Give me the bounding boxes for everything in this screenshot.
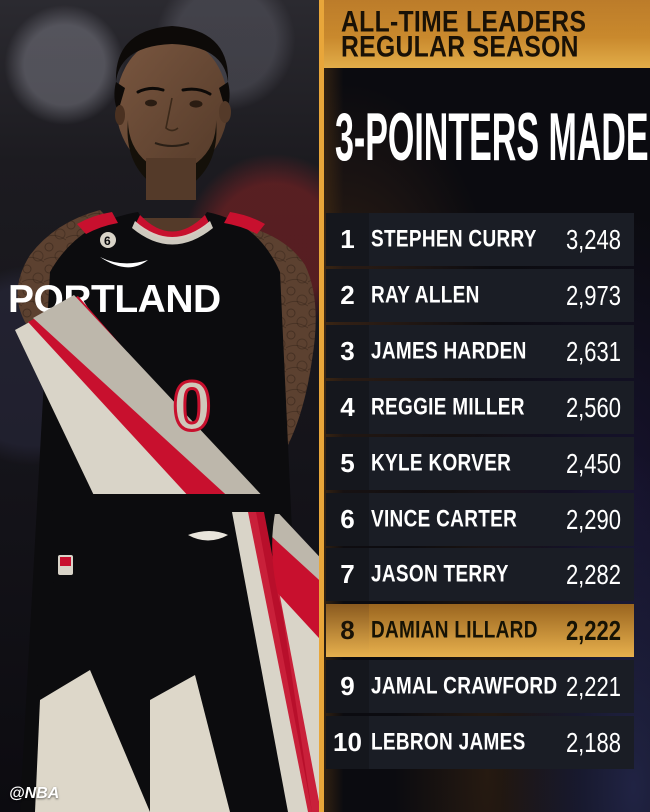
svg-text:6: 6 [104,234,111,248]
svg-text:0: 0 [173,367,212,445]
